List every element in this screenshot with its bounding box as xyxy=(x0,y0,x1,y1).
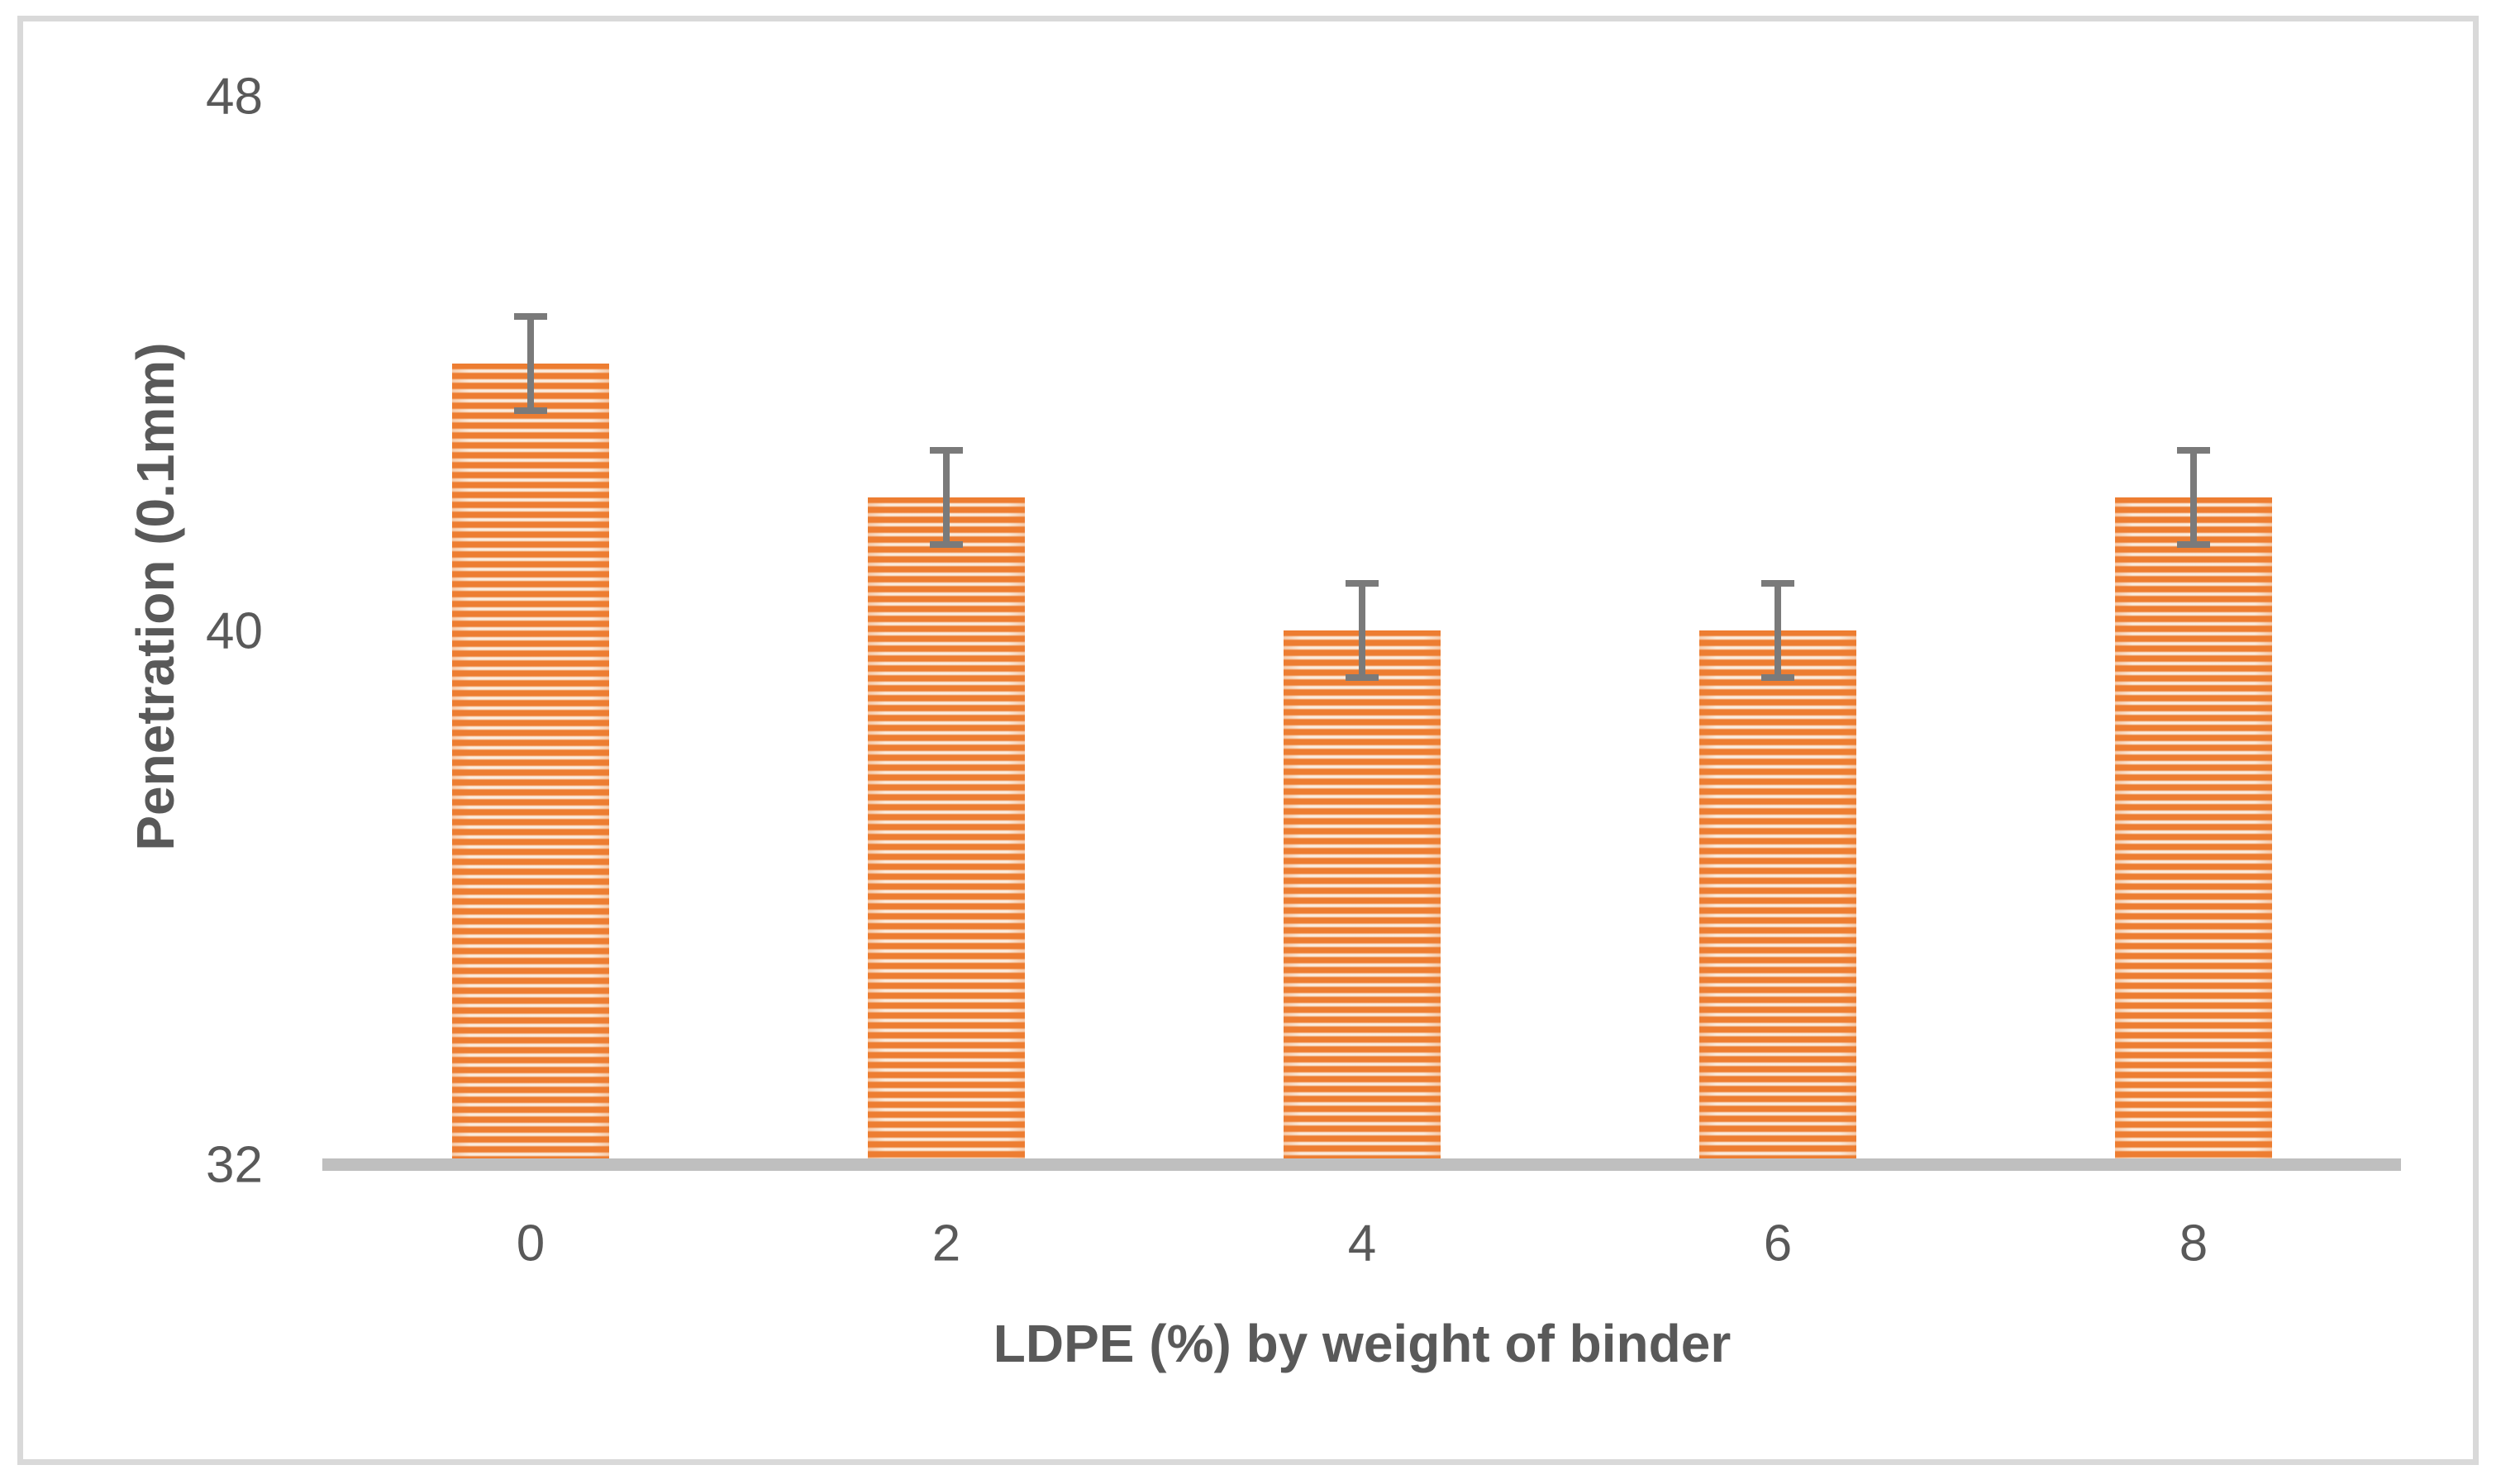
x-tick-label: 0 xyxy=(516,1215,545,1272)
y-tick-label: 48 xyxy=(206,68,263,126)
x-tick-label: 8 xyxy=(2179,1215,2208,1272)
error-bar xyxy=(2177,447,2210,548)
error-bar-line xyxy=(1359,580,1365,681)
y-tick-label: 40 xyxy=(206,602,263,659)
error-bar-line xyxy=(943,447,950,548)
x-tick-label: 2 xyxy=(931,1215,961,1272)
x-tick-label: 4 xyxy=(1347,1215,1377,1272)
error-bar-bottom-cap xyxy=(1761,674,1794,681)
x-axis-title: LDPE (%) by weight of binder xyxy=(993,1314,1732,1373)
error-bar xyxy=(930,447,963,548)
bar xyxy=(1284,630,1441,1165)
error-bar xyxy=(514,313,547,414)
error-bar-bottom-cap xyxy=(2177,541,2210,548)
bar xyxy=(2115,497,2272,1165)
error-bar xyxy=(1346,580,1379,681)
x-axis-line xyxy=(322,1158,2401,1171)
error-bar-bottom-cap xyxy=(930,541,963,548)
error-bar-bottom-cap xyxy=(1346,674,1379,681)
x-tick-label: 6 xyxy=(1763,1215,1793,1272)
bar xyxy=(1699,630,1856,1165)
error-bar-line xyxy=(1775,580,1781,681)
error-bar-line xyxy=(527,313,534,414)
bar xyxy=(452,364,609,1165)
error-bar-line xyxy=(2190,447,2197,548)
error-bar xyxy=(1761,580,1794,681)
chart-border xyxy=(17,16,2479,1465)
bar xyxy=(868,497,1025,1165)
y-tick-label: 32 xyxy=(206,1136,263,1194)
y-axis-title: Penetration (0.1mm) xyxy=(126,342,185,851)
error-bar-bottom-cap xyxy=(514,407,547,414)
